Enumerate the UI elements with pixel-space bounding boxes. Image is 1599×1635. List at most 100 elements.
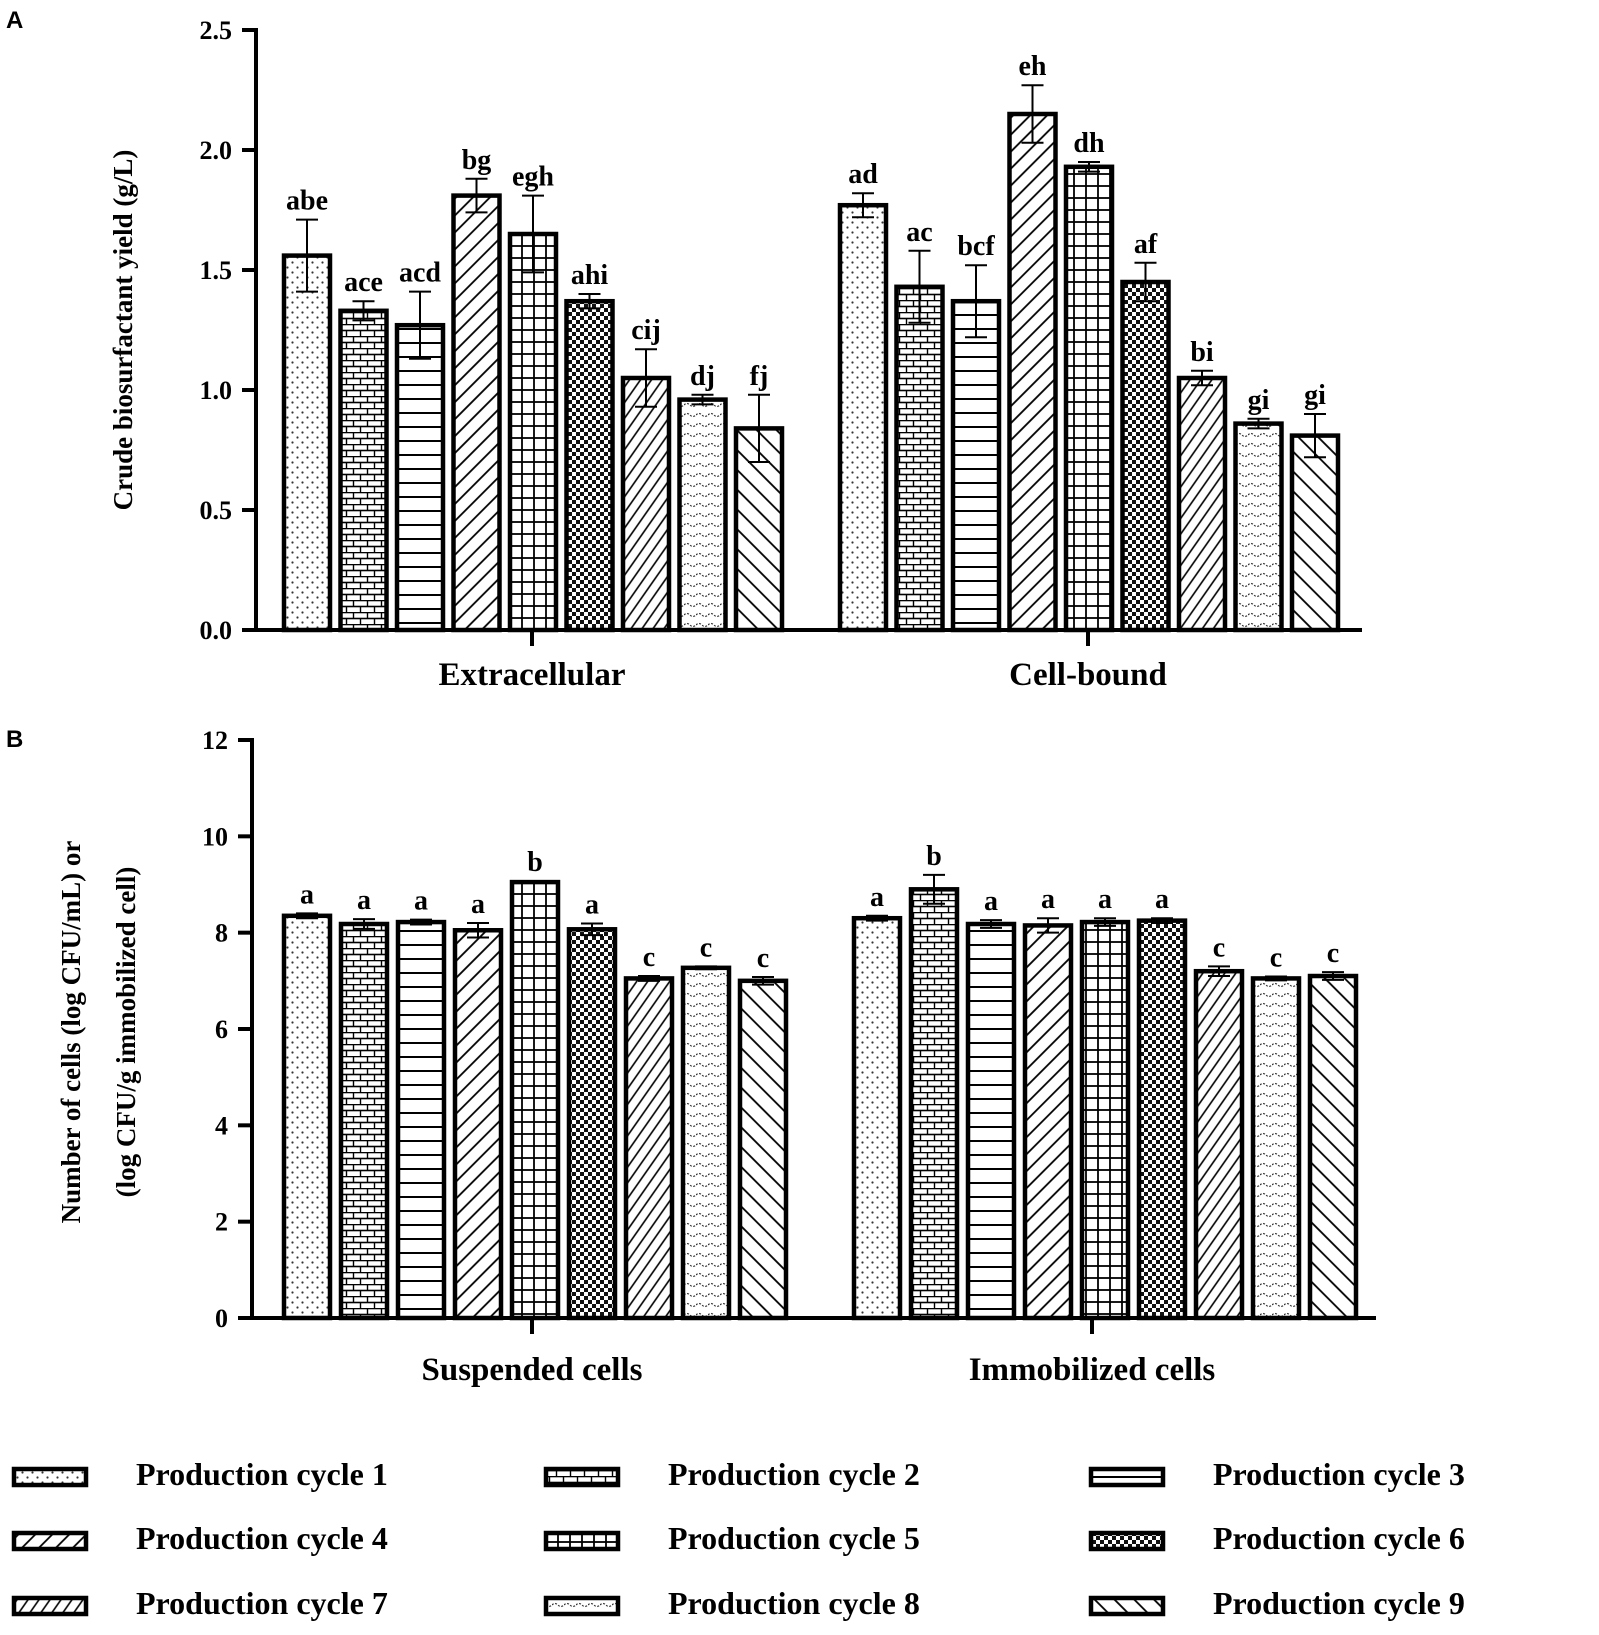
panel-a-bar	[281, 253, 333, 633]
panel-b-sig-label: b	[527, 847, 543, 878]
panel-a-sig-label: ad	[848, 159, 878, 190]
panel-a-bar	[394, 322, 446, 633]
panel-a-y-tick-label: 1.0	[200, 376, 233, 405]
panel-b-error-bar	[296, 912, 318, 920]
panel-b-sig-label: a	[471, 889, 485, 920]
legend-label: Production cycle 4	[136, 1520, 388, 1556]
panel-a-bar	[620, 375, 672, 633]
panel-a-ylabel: Crude biosurfactant yield (g/L)	[108, 150, 138, 511]
panel-b-sig-label: b	[926, 841, 942, 872]
panel-a-sig-label: gi	[1304, 380, 1326, 411]
panel-a-error-bar	[748, 393, 770, 463]
panel-a-bar	[837, 202, 889, 633]
panel-b-y-tick-label: 12	[202, 726, 228, 755]
panel-a-sig-label: ace	[344, 267, 383, 298]
panel-b-bar	[281, 913, 333, 1321]
panel-b-bar	[737, 978, 789, 1321]
panel-b-error-bar	[581, 922, 603, 937]
panel-a-error-bar	[522, 194, 544, 274]
panel-a-error-bar	[1247, 417, 1270, 430]
panel-a-group-label: Cell-bound	[1009, 657, 1167, 693]
panel-b-error-bar	[410, 918, 432, 926]
legend-item: Production cycle 3	[1088, 1456, 1465, 1492]
panel-a-sig-label: gi	[1248, 385, 1270, 416]
panel-b-bar	[395, 919, 447, 1321]
panel-b-sig-label: a	[300, 879, 314, 910]
panel-b-error-bar	[752, 975, 774, 986]
panel-b-y-tick-label: 2	[215, 1208, 228, 1237]
panel-b-error-bar	[1151, 917, 1173, 925]
panel-b-sig-label: c	[1327, 938, 1339, 969]
legend-item: Production cycle 9	[1088, 1585, 1465, 1621]
panel-b-sig-label: c	[700, 932, 712, 963]
panel-a-error-bar	[852, 192, 874, 219]
panel-b-ylabel-line2: (log CFU/g immobilized cell)	[111, 867, 141, 1198]
panel-b-error-bar	[638, 975, 660, 982]
panel-a-error-bar	[296, 218, 318, 293]
legend-label: Production cycle 9	[1213, 1585, 1465, 1621]
panel-b-error-bar	[695, 965, 717, 971]
panel-b-error-bar	[1094, 917, 1116, 927]
panel-b-sig-label: a	[414, 886, 428, 917]
panel-a-bar	[451, 193, 502, 633]
panel-b-y-tick-label: 10	[202, 822, 228, 851]
panel-a-bar	[1176, 375, 1228, 633]
panel-b-y-tick-label: 6	[215, 1015, 228, 1044]
panel-b-sig-label: c	[757, 943, 769, 974]
panel-b-bar	[1022, 923, 1074, 1321]
legend-swatch	[543, 1466, 621, 1488]
panel-a-bar	[1289, 433, 1341, 633]
panel-a-sig-label: ahi	[571, 260, 609, 291]
panel-b-sig-label: c	[643, 942, 655, 973]
panel-b-sig-label: a	[984, 886, 998, 917]
legend-item: Production cycle 1	[11, 1456, 388, 1492]
panel-b-bar	[566, 927, 618, 1321]
panel-b: B a a a a b a c c c a b a a a a c c c 0 2 4 6 8 10 12 Number of…	[6, 726, 1376, 1388]
panel-a-bar	[1007, 111, 1058, 633]
panel-a-sig-label: cij	[631, 315, 661, 346]
legend-label: Production cycle 8	[668, 1585, 920, 1621]
panel-b-bars: a a a a b a c c c a b a a a a c c c	[281, 841, 1359, 1321]
panel-b-sig-label: a	[870, 882, 884, 913]
panel-a-error-bar	[908, 249, 931, 324]
panel-b-bar	[1136, 918, 1188, 1321]
panel-a-error-bar	[691, 393, 714, 406]
panel-a-sig-label: egh	[512, 162, 554, 193]
panel-b-bar	[1250, 976, 1302, 1321]
panel-a-sig-label: dh	[1073, 128, 1105, 159]
panel-b-error-bar	[866, 914, 888, 922]
panel-a-error-bar	[965, 264, 987, 339]
panel-a-sig-label: dj	[690, 361, 715, 392]
legend-item: Production cycle 2	[543, 1456, 920, 1492]
panel-b-sig-label: a	[1098, 884, 1112, 915]
panel-b-bar	[965, 921, 1017, 1321]
legend-item: Production cycle 7	[11, 1585, 388, 1621]
panel-b-bar	[1079, 919, 1131, 1321]
panel-a-error-bar	[1304, 413, 1326, 459]
panel-a-sig-label: bi	[1190, 337, 1214, 368]
panel-b-error-bar	[467, 922, 489, 939]
legend-label: Production cycle 1	[136, 1456, 388, 1492]
legend-swatch	[11, 1530, 89, 1552]
legend-item: Production cycle 5	[543, 1520, 920, 1556]
legend-label: Production cycle 3	[1213, 1456, 1465, 1492]
panel-a-sig-label: ac	[906, 217, 932, 248]
legend-label: Production cycle 2	[668, 1456, 920, 1492]
panel-a-error-bar	[1078, 161, 1100, 173]
panel-a-error-bar	[635, 348, 657, 408]
panel-a-error-bar	[1134, 261, 1157, 303]
panel-b-error-bar	[923, 873, 945, 905]
legend-label: Production cycle 5	[668, 1520, 920, 1556]
panel-a-y-tick-label: 2.0	[200, 136, 233, 165]
panel-b-sig-label: a	[1041, 884, 1055, 915]
panel-b-y-tick-label: 8	[215, 919, 228, 948]
panel-b-error-bar	[524, 880, 546, 885]
panel-b-error-bar	[353, 918, 375, 930]
panel-a-axes: 0.0 0.5 1.0 1.5 2.0 2.5	[200, 16, 1362, 646]
panel-a-sig-label: acd	[399, 258, 441, 289]
panel-a-bar	[564, 298, 615, 633]
panel-b-error-bar	[1037, 917, 1059, 934]
legend-swatch	[1088, 1595, 1166, 1617]
